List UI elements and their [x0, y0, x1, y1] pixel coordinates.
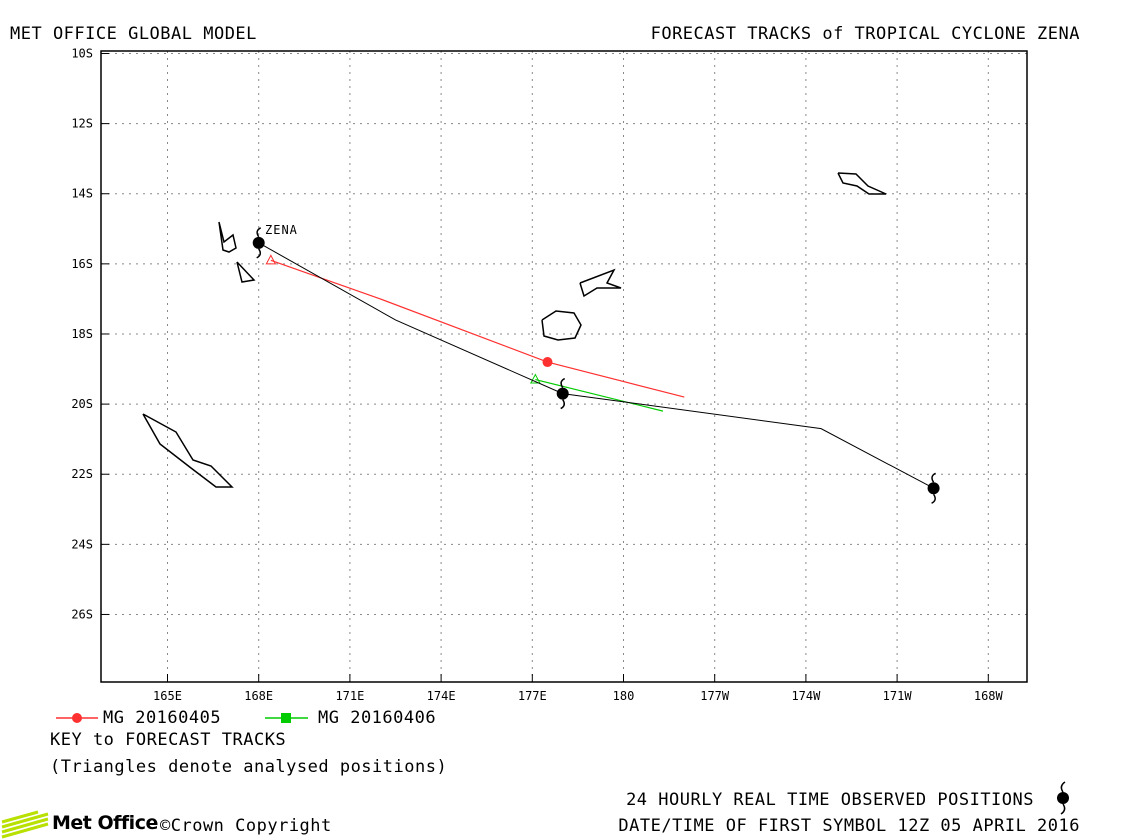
island-outline	[541, 310, 582, 341]
cyclone-symbol-icon	[927, 472, 940, 504]
lat-tick-label: 20S	[71, 397, 93, 411]
map-grid: 10S 12S 14S 16S 18S 20S 22S 24S 26S 165E 168E 171E 1…	[71, 47, 1027, 703]
met-office-brand: Met Office	[52, 812, 158, 834]
lat-tick-label: 16S	[71, 257, 93, 271]
legend-square-b	[281, 713, 291, 723]
lon-tick-label: 177W	[700, 689, 730, 703]
legend-label-b: MG 20160406	[318, 708, 437, 728]
forecast-marker	[542, 357, 553, 368]
tracks-layer	[252, 227, 940, 504]
legend-dot-a	[72, 713, 82, 723]
analysed-triangle	[530, 373, 541, 384]
cyclone-symbol-icon	[556, 377, 569, 410]
forecast-track-line	[270, 259, 685, 398]
legend-marks	[56, 713, 1069, 815]
first-symbol-datetime: DATE/TIME OF FIRST SYMBOL 12Z 05 APRIL 2…	[618, 816, 1080, 836]
lon-tick-label: 168W	[974, 689, 1004, 703]
observed-positions-note: 24 HOURLY REAL TIME OBSERVED POSITIONS	[626, 790, 1034, 810]
lat-tick-label: 26S	[71, 607, 93, 621]
island-outline	[236, 261, 256, 283]
lon-tick-label: 171W	[883, 689, 913, 703]
observed-track-line	[258, 242, 934, 489]
cyclone-arm	[256, 248, 262, 259]
lat-tick-label: 18S	[71, 327, 93, 341]
observed-symbol-icon	[1057, 781, 1069, 815]
lon-tick-label: 165E	[153, 689, 182, 703]
cyclone-arm	[931, 472, 936, 483]
cyclone-symbol-icon	[252, 227, 265, 259]
cyclone-arm	[560, 399, 566, 410]
lon-tick-label: 168E	[244, 689, 273, 703]
map-frame	[100, 50, 1028, 683]
lat-tick-label: 24S	[71, 537, 93, 551]
lat-tick-label: 12S	[71, 117, 93, 131]
legend-label-a: MG 20160405	[103, 708, 222, 728]
land-outlines	[142, 172, 887, 488]
cyclone-eye	[252, 236, 265, 249]
forecast-track-line	[535, 378, 664, 412]
lon-tick-label: 174W	[791, 689, 821, 703]
lat-tick-label: 22S	[71, 467, 93, 481]
lon-tick-label: 177E	[518, 689, 547, 703]
header-left-title: MET OFFICE GLOBAL MODEL	[10, 24, 257, 44]
island-outline	[218, 221, 237, 253]
lat-tick-label: 10S	[71, 47, 93, 61]
cyclone-arm	[560, 377, 566, 388]
cyclone-eye	[927, 482, 940, 495]
lon-tick-label: 174E	[427, 689, 456, 703]
analysed-triangle	[265, 254, 277, 265]
lat-tick-label: 14S	[71, 187, 93, 201]
cyclone-arm	[931, 493, 936, 504]
island-outline	[837, 172, 887, 195]
header-right-title: FORECAST TRACKS of TROPICAL CYCLONE ZENA	[650, 24, 1080, 44]
key-title: KEY to FORECAST TRACKS	[50, 730, 287, 750]
cyclone-arm	[256, 227, 262, 238]
met-office-logo-icon	[1, 810, 49, 839]
storm-name-label: ZENA	[265, 223, 298, 237]
cyclone-eye	[556, 387, 569, 400]
key-note: (Triangles denote analysed positions)	[50, 757, 448, 777]
lon-tick-label: 180	[613, 689, 635, 703]
island-outline	[142, 413, 234, 488]
copyright-text: ©Crown Copyright	[160, 816, 332, 836]
lon-tick-label: 171E	[335, 689, 364, 703]
island-outline	[579, 268, 622, 298]
